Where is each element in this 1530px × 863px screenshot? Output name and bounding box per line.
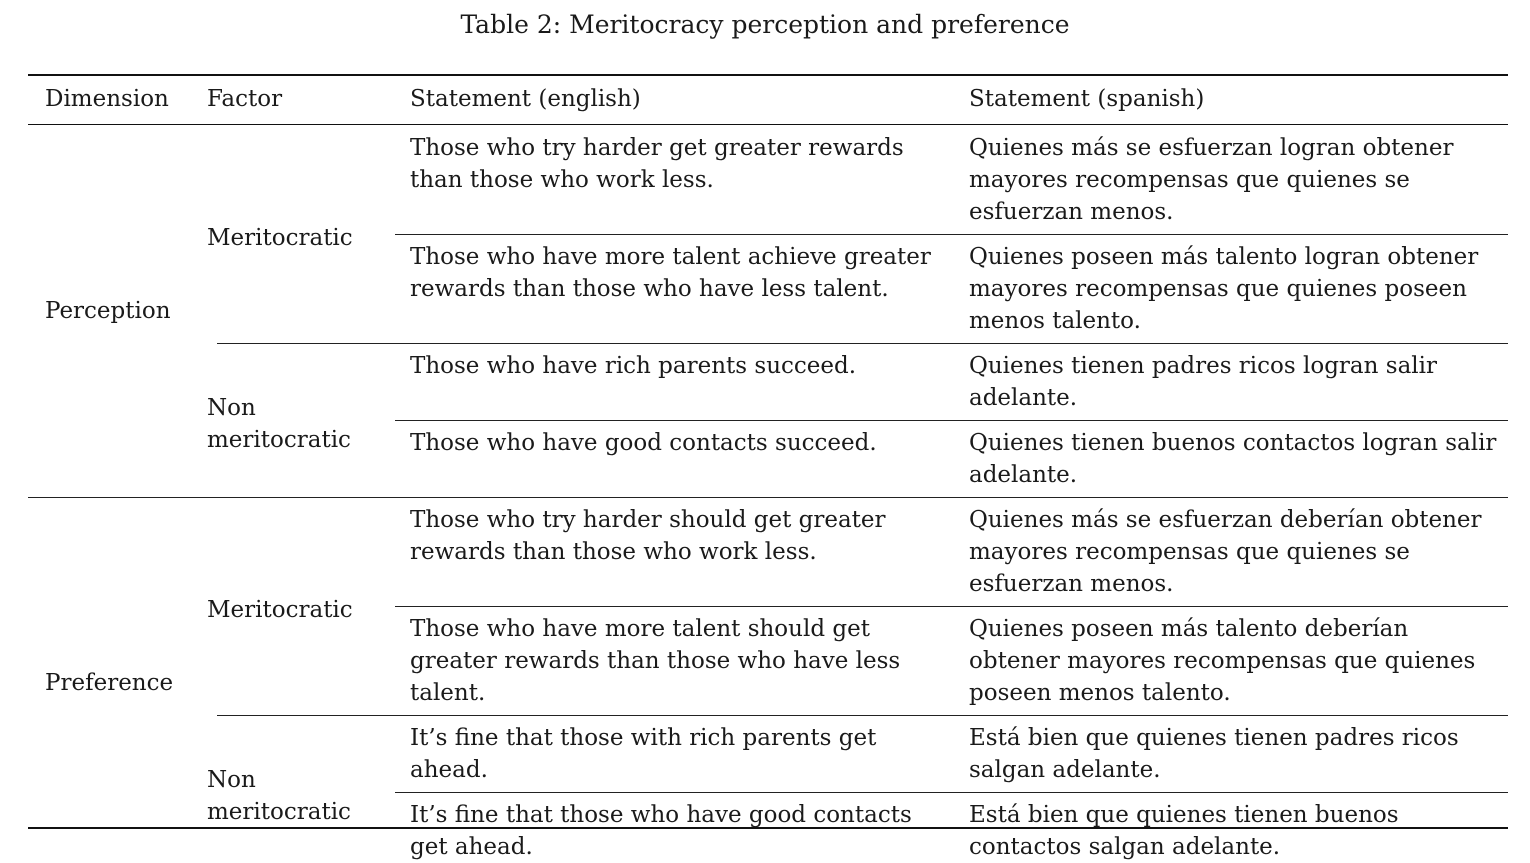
header-statement-spanish: Statement (spanish): [969, 86, 1205, 112]
factor-divider: [217, 343, 1508, 344]
statement-spanish: Quienes más se esfuerzan logran obtener: [969, 135, 1454, 161]
statement-spanish: Quienes poseen más talento logran obtene…: [969, 244, 1479, 270]
statement-spanish: esfuerzan menos.: [969, 199, 1174, 225]
statement-spanish: mayores recompensas que quienes se: [969, 539, 1410, 565]
statement-spanish: mayores recompensas que quienes se: [969, 167, 1410, 193]
factor-divider: [217, 715, 1508, 716]
statement-spanish: Quienes tienen buenos contactos logran s…: [969, 430, 1497, 456]
factor-label: meritocratic: [207, 427, 351, 453]
factor-label: Meritocratic: [207, 225, 353, 251]
statement-english: greater rewards than those who have less: [410, 648, 901, 674]
header-dimension: Dimension: [45, 86, 169, 112]
statement-english: rewards than those who have less talent.: [410, 276, 889, 302]
statement-spanish: esfuerzan menos.: [969, 571, 1174, 597]
statement-spanish: salgan adelante.: [969, 757, 1161, 783]
statement-spanish: contactos salgan adelante.: [969, 834, 1281, 860]
statement-english: Those who have rich parents succeed.: [410, 353, 857, 379]
statement-spanish: menos talento.: [969, 308, 1141, 334]
dimension-divider: [28, 497, 1508, 498]
bottom-rule: [28, 827, 1508, 829]
statement-english: talent.: [410, 680, 486, 706]
statement-english: Those who try harder get greater rewards: [410, 135, 904, 161]
statement-spanish: mayores recompensas que quienes poseen: [969, 276, 1467, 302]
statement-spanish: Está bien que quienes tienen buenos: [969, 802, 1399, 828]
statement-spanish: adelante.: [969, 462, 1078, 488]
statement-english: rewards than those who work less.: [410, 539, 817, 565]
header-factor: Factor: [207, 86, 283, 112]
row-divider: [395, 420, 1508, 421]
statement-spanish: obtener mayores recompensas que quienes: [969, 648, 1476, 674]
dimension-label: Perception: [45, 298, 171, 324]
header-rule: [28, 124, 1508, 125]
statement-english: It’s fine that those with rich parents g…: [410, 725, 877, 751]
top-rule: [28, 74, 1508, 76]
statement-english: ahead.: [410, 757, 488, 783]
meritocracy-table: Dimension Factor Statement (english) Sta…: [28, 74, 1508, 860]
statement-english: than those who work less.: [410, 167, 714, 193]
dimension-label: Preference: [45, 670, 174, 696]
statement-english: Those who have more talent achieve great…: [410, 244, 931, 270]
statement-english: Those who have more talent should get: [410, 616, 870, 642]
factor-label: meritocratic: [207, 799, 351, 825]
row-divider: [395, 234, 1508, 235]
statement-spanish: Quienes más se esfuerzan deberían obtene…: [969, 507, 1482, 533]
factor-label: Non: [207, 767, 256, 793]
factor-label: Meritocratic: [207, 597, 353, 623]
statement-english: It’s fine that those who have good conta…: [410, 802, 912, 828]
statement-spanish: Está bien que quienes tienen padres rico…: [969, 725, 1459, 751]
statement-spanish: poseen menos talento.: [969, 680, 1231, 706]
statement-spanish: adelante.: [969, 385, 1078, 411]
statement-english: Those who try harder should get greater: [410, 507, 886, 533]
row-divider: [395, 792, 1508, 793]
row-divider: [395, 606, 1508, 607]
header-statement-english: Statement (english): [410, 86, 641, 112]
statement-english: Those who have good contacts succeed.: [410, 430, 877, 456]
statement-spanish: Quienes tienen padres ricos logran salir: [969, 353, 1437, 379]
statement-spanish: Quienes poseen más talento deberían: [969, 616, 1409, 642]
statement-english: get ahead.: [410, 834, 533, 860]
table-caption: Table 2: Meritocracy perception and pref…: [460, 10, 1070, 39]
factor-label: Non: [207, 395, 256, 421]
